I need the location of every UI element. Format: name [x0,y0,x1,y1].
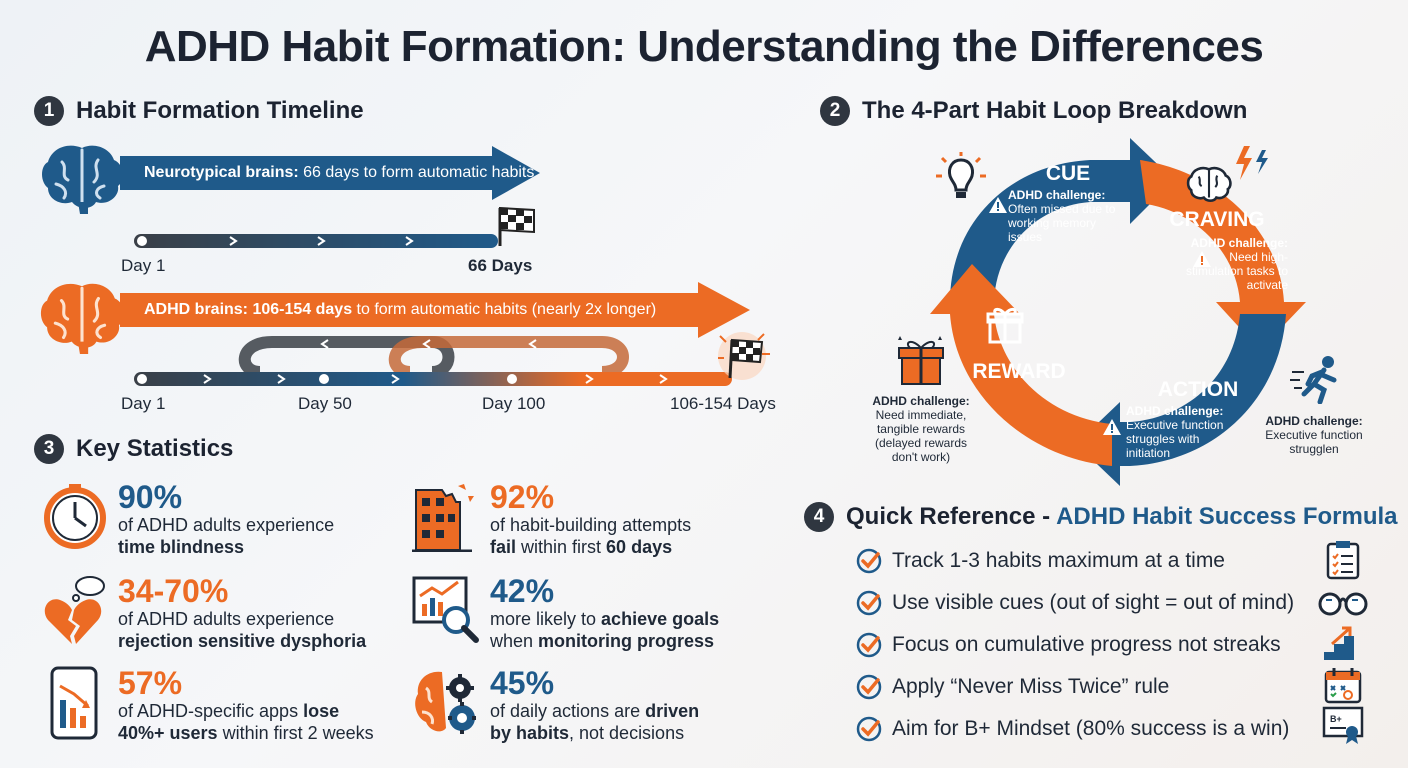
warning-icon [989,197,1007,213]
neurotypical-arrow [120,146,540,200]
crumbling-building-icon [412,484,474,552]
warning-icon [1103,419,1121,435]
stairs-icon [1324,626,1354,660]
stat-value: 90% [118,479,183,515]
lightning-icon [1236,146,1268,180]
runner-icon [1290,356,1337,404]
section-1-heading: 1 Habit Formation Timeline [34,96,364,126]
adhd-arrow-label: ADHD brains: 106-154 days to form automa… [144,301,657,318]
loop-reward-title: REWARD [972,360,1066,383]
stat-description: more likely to achieve goals when monito… [490,609,720,651]
stat-value: 42% [490,573,555,609]
neurotypical-end-label: 66 Days [468,256,533,275]
glasses-icon [1318,592,1368,616]
list-item-text: Focus on cumulative progress not streaks [892,633,1281,656]
section-title-highlight: ADHD Habit Success Formula [1056,503,1398,530]
stat-value: 45% [490,665,555,701]
adhd-tick-label: Day 100 [482,394,546,413]
clipboard-icon [1326,541,1360,580]
section-title: Key Statistics [76,435,234,462]
section-title: The 4-Part Habit Loop Breakdown [862,97,1248,124]
quick-reference-list: Track 1-3 habits maximum at a time Use v… [856,541,1376,749]
loop-cue-challenge: ADHD challenge: Often missed due to worki… [1008,188,1116,244]
analytics-magnifier-icon [412,576,479,643]
brain-gears-icon [415,671,476,734]
adhd-tick-label: Day 1 [121,394,166,413]
lightbulb-icon [936,152,986,198]
section-number: 3 [34,434,64,464]
brain-icon-adhd [40,283,125,354]
section-number: 1 [34,96,64,126]
habit-loop-diagram [930,138,1306,486]
stat-value: 92% [490,479,555,515]
list-item: Use visible cues (out of sight = out of … [856,583,1376,623]
broken-heart-icon [44,576,105,644]
loop-craving-title: CRAVING [1169,208,1265,231]
checkered-flag-glow-icon [718,332,770,380]
list-item-text: Apply “Never Miss Twice” rule [892,675,1170,698]
section-title: Habit Formation Timeline [76,97,364,124]
adhd-tick-label: Day 50 [298,394,352,413]
warning-icon [1193,251,1211,267]
loop-cue-title: CUE [1045,162,1091,185]
adhd-timeline-bar [134,336,732,386]
check-icon [856,590,882,616]
list-item-text: Aim for B+ Mindset (80% success is a win… [892,717,1290,740]
list-item: Apply “Never Miss Twice” rule [856,667,1376,707]
neurotypical-start-label: Day 1 [121,256,166,275]
reward-side-note: ADHD challenge: Need immediate, tangible … [872,394,970,464]
phone-chart-icon [50,666,98,740]
list-item: Focus on cumulative progress not streaks [856,625,1376,665]
page-title: ADHD Habit Formation: Understanding the … [144,22,1264,71]
adhd-tick-label: 106-154 Days [670,394,776,413]
stat-description: of ADHD adults experience time blindness [118,515,335,557]
calendar-icon [1324,668,1362,704]
check-icon [856,716,882,742]
loop-action-challenge: ADHD challenge: Executive function strugg… [1126,404,1224,460]
list-item-text: Use visible cues (out of sight = out of … [892,591,1295,614]
stat-description: of ADHD-specific apps lose 40%+ users wi… [118,701,374,743]
section-number: 2 [820,96,850,126]
brain-icon-neurotypical [42,145,123,214]
gift-icon [898,336,944,385]
section-2-heading: 2 The 4-Part Habit Loop Breakdown [820,96,1247,126]
list-item: Aim for B+ Mindset (80% success is a win… [856,709,1376,749]
action-side-note: ADHD challenge: Executive function strugg… [1265,414,1363,456]
loop-craving-challenge: ADHD challenge: Need high-stimulation tas… [1185,236,1288,292]
certificate-icon: B+ [1322,706,1364,744]
check-icon [856,632,882,658]
check-icon [856,674,882,700]
stat-description: of habit-building attempts fail within f… [490,515,692,557]
section-4-heading: 4 Quick Reference - ADHD Habit Success F… [804,502,1398,532]
stat-value: 34-70% [118,573,229,609]
clock-icon [44,484,106,549]
section-3-heading: 3 Key Statistics [34,434,233,464]
stat-description: of daily actions are driven by habits, n… [490,701,700,743]
loop-action-title: ACTION [1157,378,1239,401]
section-number: 4 [804,502,834,532]
stat-value: 57% [118,665,183,701]
list-item: Track 1-3 habits maximum at a time [856,541,1376,581]
gift-icon-white [986,307,1024,344]
adhd-arrow [120,282,750,338]
brain-icon-craving [1186,166,1232,202]
neurotypical-timeline-bar [134,234,498,248]
neurotypical-arrow-label: Neurotypical brains: 66 days to form aut… [144,164,535,181]
checkered-flag-icon [498,206,535,246]
check-icon [856,548,882,574]
svg-text:B+: B+ [1330,714,1342,724]
stat-description: of ADHD adults experience rejection sens… [118,609,367,651]
list-item-text: Track 1-3 habits maximum at a time [892,549,1225,572]
section-title: Quick Reference - [846,503,1051,530]
